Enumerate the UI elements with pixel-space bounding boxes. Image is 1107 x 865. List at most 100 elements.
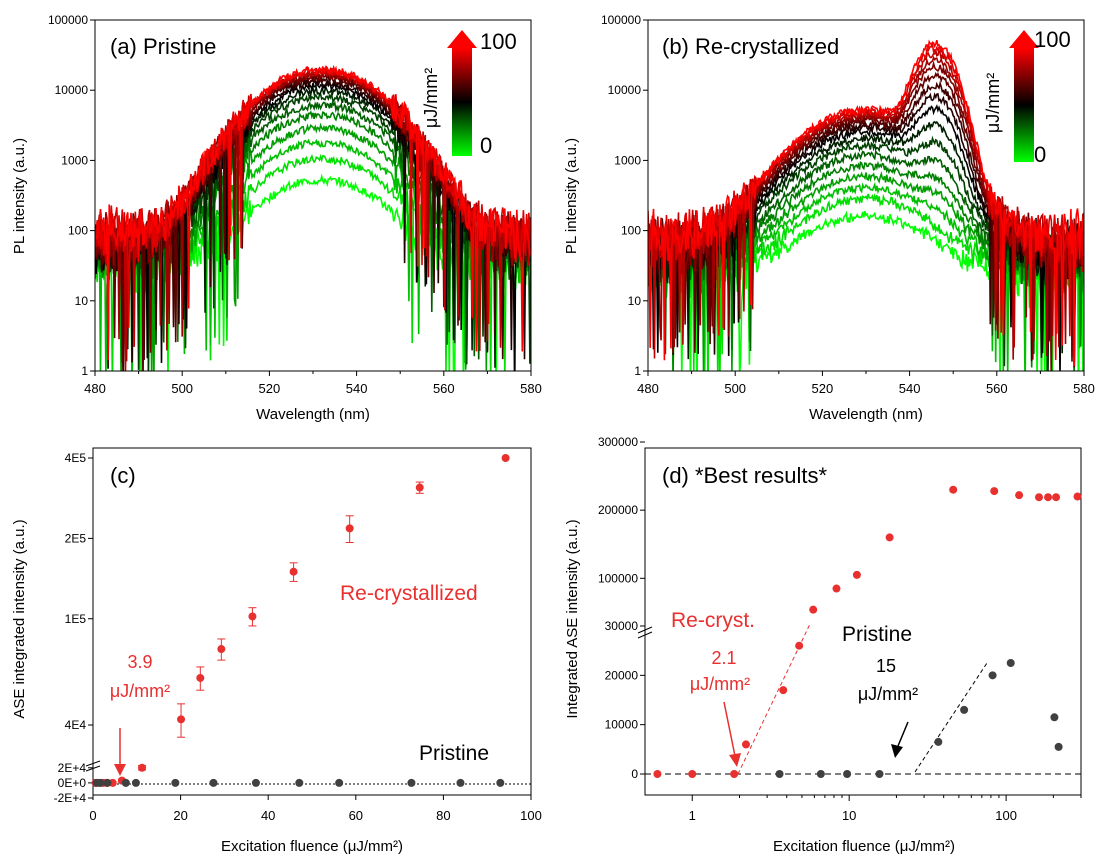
data-point — [775, 770, 784, 778]
panel-a-pristine-spectra: 480 500 520 540 560 580110100100010000100000 … — [11, 13, 542, 423]
x-tick-label: 580 — [1073, 381, 1095, 396]
panel-d-axis-break — [637, 631, 653, 639]
panel-b-xlabel: Wavelength (nm) — [809, 406, 923, 423]
data-point — [795, 641, 804, 650]
panel-d-points — [653, 485, 1082, 778]
panel-d-annot-recryst-unit: μJ/mm² — [690, 674, 750, 694]
panel-c-axis-break — [85, 765, 101, 772]
data-point — [131, 778, 140, 787]
y-tick-label: 30000 — [605, 619, 639, 633]
data-point — [295, 778, 304, 787]
panel-d-axes: 1 10 100 0 10000 20000 30000 100000 200000 300000 — [598, 435, 1082, 823]
panel-d-ase-log: 1 10 100 0 10000 20000 30000 100000 200000 300000… — [564, 435, 1082, 855]
panel-c-label-recryst: Re-crystallized — [340, 582, 478, 605]
y-tick-label: 10000 — [55, 83, 89, 97]
panel-b-ylabel: PL intensity (a.u.) — [563, 138, 580, 254]
x-tick-label: 10 — [842, 808, 856, 823]
y-tick-label: 10 — [75, 294, 89, 308]
data-point — [934, 737, 943, 746]
y-tick-label: 100000 — [48, 13, 88, 27]
panel-b-colorbar-unit: μJ/mm² — [983, 73, 1003, 133]
data-point — [217, 645, 226, 654]
panel-d-frame — [644, 447, 1082, 796]
data-point — [988, 671, 997, 680]
panel-d-xlabel: Excitation fluence (μJ/mm²) — [773, 838, 955, 855]
y-tick-label: 0 — [631, 767, 638, 781]
spectrum-line — [648, 71, 1084, 362]
panel-d-annot-recryst-arrow — [723, 701, 736, 757]
y-tick-label: 1000 — [61, 153, 88, 167]
panel-a-colorbar-unit: μJ/mm² — [421, 68, 441, 128]
data-point — [345, 524, 354, 533]
y-tick-label: 4E4 — [65, 718, 87, 732]
spectrum-line — [95, 65, 531, 361]
panel-c-axis-break — [85, 760, 101, 767]
y-tick-label: 1000 — [614, 153, 641, 167]
x-tick-label: 520 — [812, 381, 834, 396]
panel-d-label-recryst: Re-cryst. — [671, 609, 755, 632]
panel-a-colorbar — [452, 48, 472, 156]
y-tick-label: 100000 — [598, 571, 638, 585]
y-tick-label: 4E5 — [65, 451, 87, 465]
data-point — [1044, 493, 1053, 502]
y-tick-label: 100 — [621, 224, 641, 238]
data-point — [1035, 493, 1044, 502]
panel-c-ylabel: ASE integrated intensity (a.u.) — [11, 519, 28, 718]
data-point — [248, 612, 257, 621]
panel-d-annot-pristine-arrow — [897, 721, 909, 747]
x-tick-label: 500 — [724, 381, 746, 396]
data-point — [843, 770, 852, 778]
panel-a-title: (a) Pristine — [110, 34, 216, 59]
data-point — [816, 770, 825, 778]
panel-d-annot-pristine-value: 15 — [876, 656, 896, 676]
y-tick-label: 1E5 — [65, 612, 87, 626]
data-point — [885, 533, 894, 542]
x-tick-label: 540 — [899, 381, 921, 396]
x-tick-label: 480 — [84, 381, 106, 396]
data-point — [501, 454, 510, 462]
x-tick-label: 500 — [171, 381, 193, 396]
panel-d-annot-pristine-unit: μJ/mm² — [858, 684, 918, 704]
panel-c-title: (c) — [110, 463, 136, 488]
x-tick-label: 0 — [89, 808, 96, 823]
x-tick-label: 1 — [689, 808, 696, 823]
x-tick-label: 540 — [346, 381, 368, 396]
x-tick-label: 60 — [349, 808, 363, 823]
data-point — [289, 567, 298, 576]
x-tick-label: 560 — [986, 381, 1008, 396]
data-point — [209, 778, 218, 787]
panel-d-label-pristine: Pristine — [842, 623, 912, 646]
data-point — [103, 778, 112, 787]
y-tick-label: 100000 — [601, 13, 641, 27]
data-point — [1006, 659, 1015, 667]
x-tick-label: 100 — [520, 808, 542, 823]
data-point — [809, 605, 818, 614]
y-tick-label: 1 — [81, 364, 88, 378]
data-point — [1054, 742, 1063, 751]
panel-c-frame — [92, 447, 532, 796]
data-point — [1050, 713, 1059, 722]
panel-c-annot-unit: μJ/mm² — [110, 681, 170, 701]
panel-b-colorbar — [1014, 48, 1034, 162]
y-tick-label: 10000 — [605, 718, 639, 732]
y-tick-label: -2E+4 — [54, 791, 87, 805]
x-tick-label: 40 — [261, 808, 275, 823]
panel-b-colorbar-bottom: 0 — [1034, 142, 1046, 167]
y-tick-label: 2E+4 — [58, 761, 87, 775]
panel-a-ylabel: PL intensity (a.u.) — [11, 138, 28, 254]
panel-b-colorbar-top: 100 — [1034, 27, 1071, 52]
panel-b-recrystallized-spectra: 480 500 520 540 560 580110100100010000100000 … — [563, 13, 1095, 423]
data-point — [196, 673, 205, 682]
data-point — [96, 778, 105, 787]
x-tick-label: 480 — [637, 381, 659, 396]
y-tick-label: 200000 — [598, 503, 638, 517]
spectrum-line — [648, 39, 1084, 367]
panel-b-colorbar-arrow — [1009, 30, 1039, 48]
panel-d-annot-pristine-arrowhead — [891, 744, 903, 758]
panel-d-annot-recryst-arrowhead — [729, 753, 741, 767]
panel-d-fit-pristine — [914, 662, 988, 773]
panel-c-label-pristine: Pristine — [419, 742, 489, 765]
panel-c-annot-arrowhead — [114, 764, 126, 776]
data-point — [653, 770, 662, 778]
